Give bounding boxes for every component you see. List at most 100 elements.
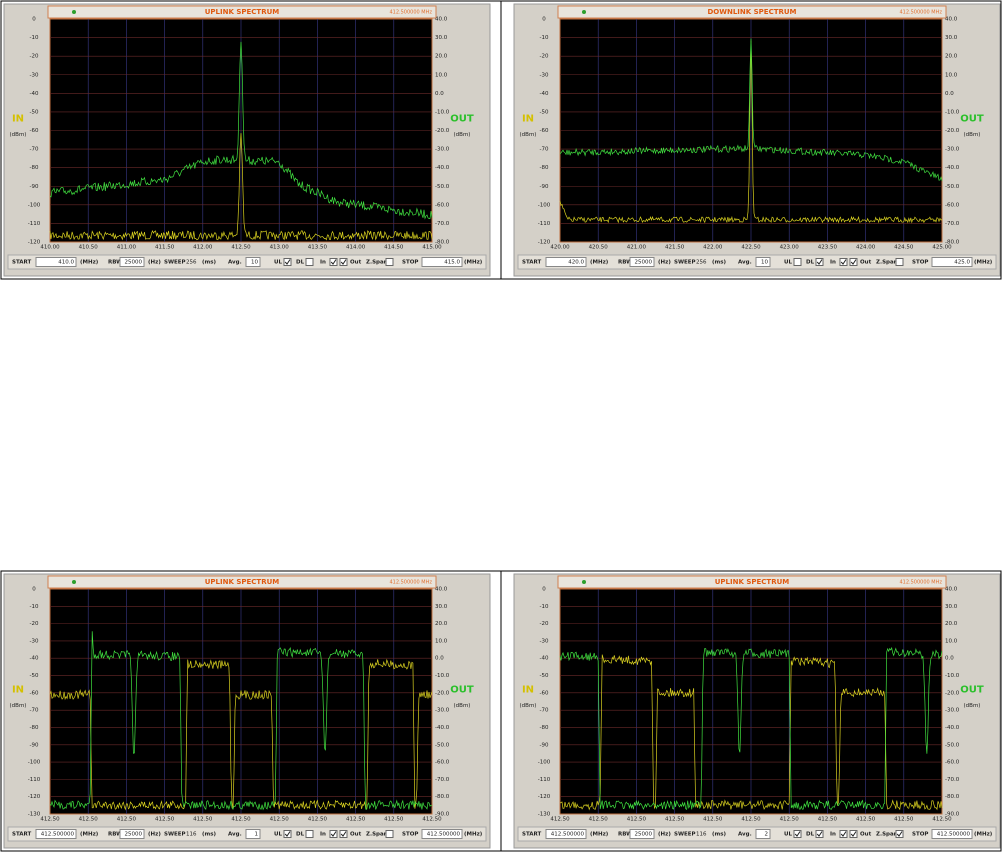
- out-label: OUT: [960, 685, 984, 696]
- control-label: Avg.: [738, 832, 752, 838]
- avg-input[interactable]: [245, 829, 261, 839]
- checkbox[interactable]: [305, 830, 314, 838]
- out-unit: (dBm): [454, 703, 471, 709]
- control-label: In: [830, 832, 836, 838]
- left-tick-label: -60: [540, 690, 549, 696]
- stop-input[interactable]: [421, 257, 463, 267]
- control-label: In: [320, 260, 326, 266]
- x-tick-label: 412.50: [589, 817, 609, 823]
- left-tick-label: -30: [540, 72, 549, 78]
- checkmark: [850, 831, 857, 837]
- checkbox[interactable]: [283, 258, 292, 266]
- status-led: [582, 10, 586, 14]
- control-label: (ms): [202, 832, 217, 838]
- checkbox[interactable]: [329, 830, 338, 838]
- left-tick-label: -20: [30, 54, 39, 60]
- checkbox[interactable]: [793, 830, 802, 838]
- checkbox[interactable]: [339, 258, 348, 266]
- right-tick-label: 0.0: [945, 91, 954, 97]
- left-tick-label: -40: [540, 91, 549, 97]
- right-tick-label: 30.0: [435, 35, 448, 41]
- start-input-value: 412.500000: [41, 832, 75, 838]
- control-label: (MHz): [974, 260, 993, 266]
- x-tick-label: 412.50: [703, 817, 723, 823]
- checkbox[interactable]: [283, 830, 292, 838]
- checkbox[interactable]: [339, 830, 348, 838]
- start-input[interactable]: [35, 257, 77, 267]
- x-tick-label: 423.50: [818, 245, 838, 251]
- stop-input[interactable]: [421, 829, 463, 839]
- x-tick-label: 412.50: [155, 817, 175, 823]
- control-label: (Hz): [148, 260, 161, 266]
- start-input[interactable]: [545, 829, 587, 839]
- checkbox[interactable]: [839, 830, 848, 838]
- rbw-select[interactable]: [629, 257, 655, 267]
- rbw-select[interactable]: [119, 257, 145, 267]
- rbw-select-value: 25000: [635, 260, 653, 266]
- left-tick-label: -10: [540, 35, 549, 41]
- panel-title: DOWNLINK SPECTRUM: [707, 8, 796, 16]
- left-tick-label: -30: [30, 72, 39, 78]
- control-label: Z.Span: [876, 260, 898, 266]
- checkbox[interactable]: [839, 258, 848, 266]
- checkbox[interactable]: [385, 830, 394, 838]
- left-tick-label: -30: [540, 638, 549, 644]
- right-tick-label: 10.0: [435, 72, 448, 78]
- checkbox[interactable]: [815, 830, 824, 838]
- right-tick-label: -60.0: [945, 760, 960, 766]
- checkbox[interactable]: [849, 258, 858, 266]
- right-tick-label: 10.0: [435, 638, 448, 644]
- control-label: START: [522, 832, 542, 838]
- x-tick-label: 414.50: [384, 245, 404, 251]
- checkmark: [816, 831, 823, 837]
- stop-input-value: 412.500000: [937, 832, 971, 838]
- left-tick-label: -60: [540, 128, 549, 134]
- right-tick-label: 0.0: [945, 656, 954, 662]
- control-label: DL: [806, 832, 815, 838]
- spectrum-panel: UPLINK SPECTRUM 412.500000 MHz 0 -10 -20 -30 -…: [3, 3, 491, 277]
- left-tick-label: -120: [538, 794, 551, 800]
- checkbox[interactable]: [815, 258, 824, 266]
- spectrum-panel: UPLINK SPECTRUM 412.500000 MHz 0 -10 -20 -30 -…: [3, 573, 491, 849]
- in-label: IN: [522, 114, 534, 125]
- x-tick-label: 421.50: [665, 245, 685, 251]
- out-label: OUT: [450, 685, 474, 696]
- x-tick-label: 424.50: [894, 245, 914, 251]
- right-tick-label: -50.0: [435, 742, 450, 748]
- avg-input[interactable]: [755, 257, 771, 267]
- control-label: UL: [274, 260, 282, 266]
- x-tick-label: 412.50: [665, 817, 685, 823]
- x-tick-label: 424.00: [856, 245, 876, 251]
- checkbox[interactable]: [895, 258, 904, 266]
- checkbox[interactable]: [329, 258, 338, 266]
- x-tick-label: 412.50: [40, 817, 60, 823]
- panel-title: UPLINK SPECTRUM: [205, 8, 280, 16]
- stop-input[interactable]: [931, 829, 973, 839]
- sweep-value: 256: [696, 260, 707, 266]
- left-tick-label: 0: [32, 587, 36, 593]
- avg-input[interactable]: [245, 257, 261, 267]
- sweep-value: 116: [186, 832, 197, 838]
- checkbox[interactable]: [895, 830, 904, 838]
- right-tick-label: 10.0: [945, 72, 958, 78]
- x-tick-label: 412.50: [780, 817, 800, 823]
- right-tick-label: -50.0: [945, 184, 960, 190]
- checkbox[interactable]: [305, 258, 314, 266]
- out-unit: (dBm): [964, 132, 981, 138]
- stop-input[interactable]: [931, 257, 973, 267]
- control-label: (MHz): [590, 260, 609, 266]
- left-tick-label: -50: [30, 673, 39, 679]
- start-input[interactable]: [545, 257, 587, 267]
- control-label: (Hz): [658, 260, 671, 266]
- start-input[interactable]: [35, 829, 77, 839]
- checkbox[interactable]: [385, 258, 394, 266]
- x-tick-label: 410.00: [40, 245, 60, 251]
- control-label: Avg.: [738, 260, 752, 266]
- avg-input[interactable]: [755, 829, 771, 839]
- checkbox[interactable]: [793, 258, 802, 266]
- checkbox[interactable]: [849, 830, 858, 838]
- right-tick-label: -50.0: [435, 184, 450, 190]
- x-tick-label: 412.50: [856, 817, 876, 823]
- rbw-select[interactable]: [629, 829, 655, 839]
- rbw-select[interactable]: [119, 829, 145, 839]
